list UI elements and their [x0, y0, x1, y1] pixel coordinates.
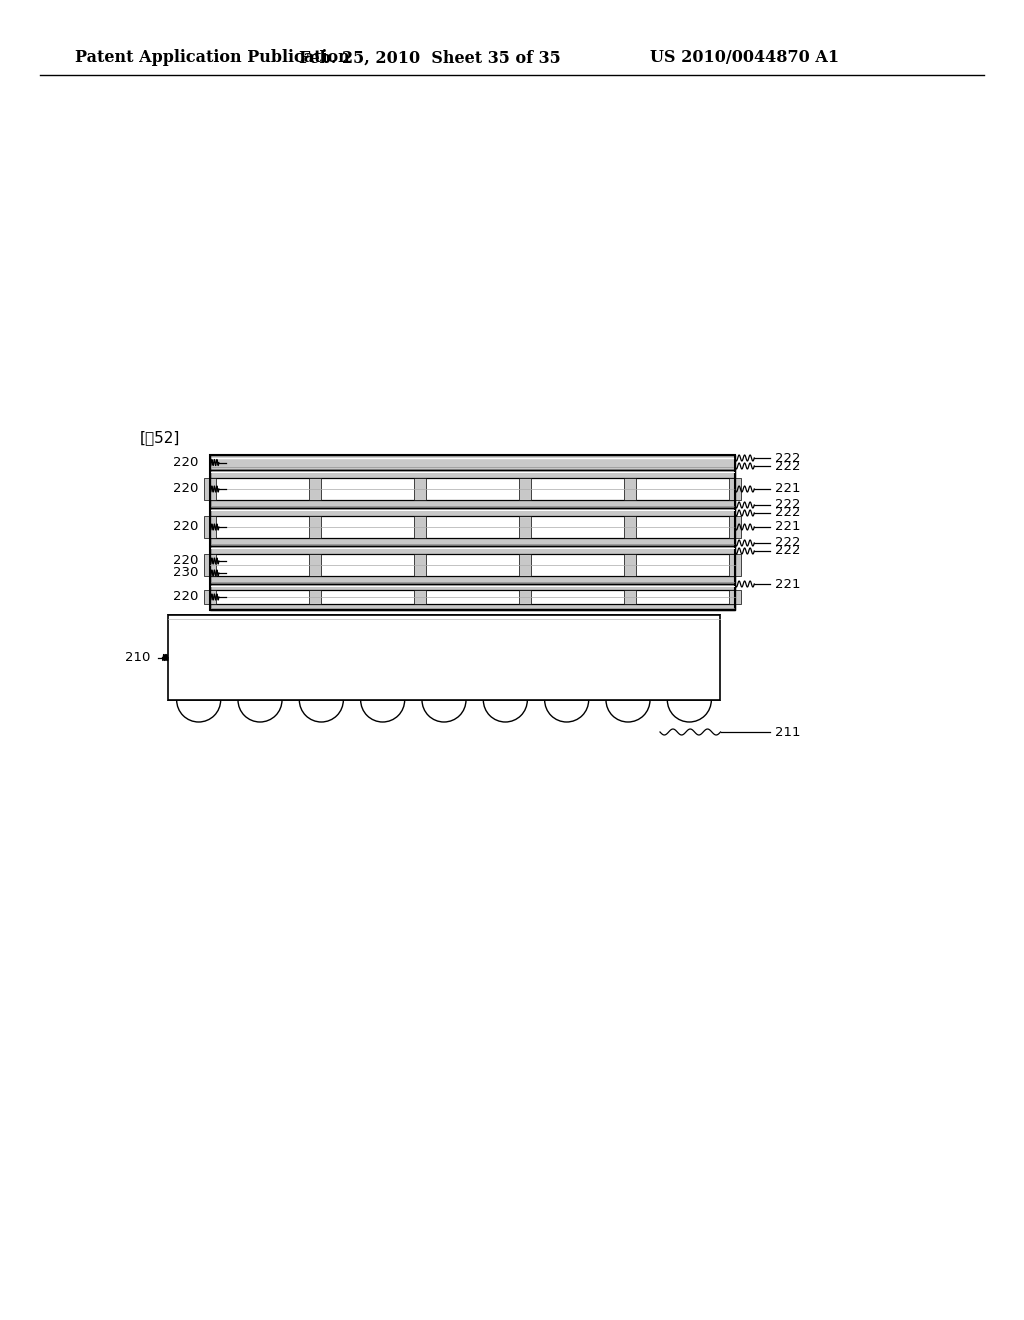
Bar	[210, 508, 735, 516]
Text: 222: 222	[775, 507, 801, 520]
Bar	[210, 537, 735, 546]
Text: US 2010/0044870 A1: US 2010/0044870 A1	[650, 49, 839, 66]
Text: 221: 221	[775, 520, 801, 533]
Text: 220: 220	[173, 554, 198, 568]
Bar	[210, 590, 735, 605]
Bar	[729, 554, 740, 576]
Text: 230: 230	[173, 566, 198, 579]
Bar	[210, 470, 735, 478]
Text: 221: 221	[775, 578, 801, 590]
Text: 222: 222	[775, 544, 801, 557]
Bar	[625, 478, 636, 500]
Bar	[309, 590, 321, 605]
Bar	[415, 478, 426, 500]
Text: Feb. 25, 2010  Sheet 35 of 35: Feb. 25, 2010 Sheet 35 of 35	[299, 49, 561, 66]
Bar	[210, 470, 735, 508]
Text: 222: 222	[775, 451, 801, 465]
Bar	[519, 554, 530, 576]
Bar	[625, 590, 636, 605]
Text: 211: 211	[775, 726, 801, 738]
Bar	[204, 590, 216, 605]
Text: 221: 221	[775, 483, 801, 495]
Bar	[210, 508, 735, 546]
Bar	[204, 478, 216, 500]
Bar	[729, 478, 740, 500]
Bar	[168, 615, 720, 700]
Bar	[415, 554, 426, 576]
Bar	[204, 516, 216, 537]
Bar	[210, 455, 735, 470]
Bar	[415, 516, 426, 537]
Bar	[210, 546, 735, 554]
Bar	[519, 478, 530, 500]
Bar	[415, 590, 426, 605]
Bar	[204, 554, 216, 576]
Text: [围52]: [围52]	[140, 430, 180, 446]
Bar	[309, 478, 321, 500]
Bar	[210, 516, 735, 537]
Bar	[210, 605, 735, 610]
Bar	[625, 554, 636, 576]
Text: 220: 220	[173, 520, 198, 533]
Text: 210: 210	[125, 651, 150, 664]
Text: 220: 220	[173, 455, 198, 469]
Text: 220: 220	[173, 590, 198, 603]
Text: 222: 222	[775, 499, 801, 511]
Bar	[519, 516, 530, 537]
Text: 222: 222	[775, 536, 801, 549]
Bar	[210, 478, 735, 500]
Bar	[309, 554, 321, 576]
Bar	[519, 590, 530, 605]
Bar	[168, 615, 720, 700]
Bar	[210, 576, 735, 583]
Bar	[729, 590, 740, 605]
Bar	[210, 500, 735, 508]
Bar	[210, 554, 735, 576]
Bar	[210, 546, 735, 583]
Bar	[625, 516, 636, 537]
Bar	[729, 516, 740, 537]
Bar	[163, 615, 725, 700]
Text: Patent Application Publication: Patent Application Publication	[75, 49, 350, 66]
Bar	[210, 583, 735, 610]
Bar	[309, 516, 321, 537]
Bar	[210, 583, 735, 590]
Bar	[210, 455, 735, 610]
Text: 220: 220	[173, 483, 198, 495]
Text: 222: 222	[775, 459, 801, 473]
